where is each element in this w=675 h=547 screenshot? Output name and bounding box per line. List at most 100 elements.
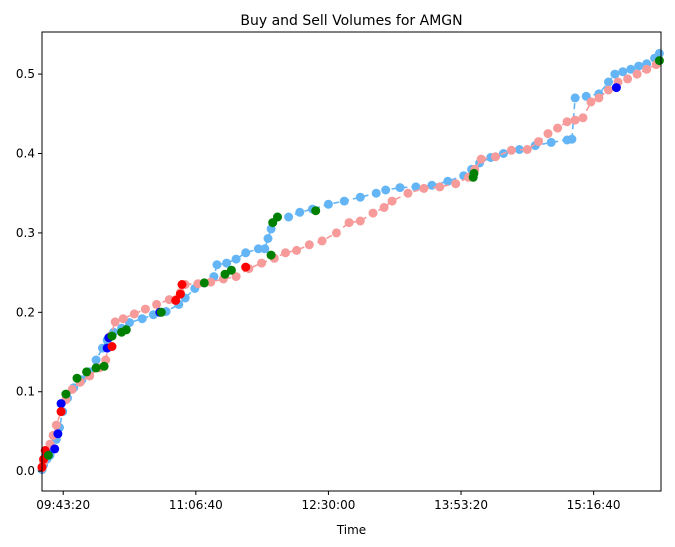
sell-volume-point bbox=[129, 309, 139, 319]
sell-markers-point bbox=[177, 280, 187, 289]
sell-volume-point bbox=[51, 420, 61, 430]
sell-volume-point bbox=[586, 97, 596, 107]
sell-volume-point bbox=[292, 245, 302, 255]
buy-volume-point bbox=[618, 67, 628, 77]
green-markers-point bbox=[226, 265, 236, 275]
buy-volume-point bbox=[355, 192, 365, 202]
green-markers-point bbox=[469, 168, 479, 178]
x-tick-label: 11:06:40 bbox=[169, 498, 223, 512]
sell-volume-point bbox=[623, 74, 633, 84]
sell-volume-point bbox=[604, 85, 613, 95]
buy-volume-point bbox=[137, 314, 147, 324]
sell-volume-point bbox=[570, 115, 580, 125]
buy-volume-point bbox=[222, 258, 232, 268]
sell-markers-point bbox=[175, 289, 185, 299]
buy-volume-series bbox=[37, 48, 664, 475]
green-markers-point bbox=[273, 212, 282, 222]
buy-volume-point bbox=[263, 234, 273, 243]
chart-title: Buy and Sell Volumes for AMGN bbox=[240, 13, 462, 29]
y-axis: 0.0 0.1 0.2 0.3 0.4 0.5 bbox=[16, 67, 42, 478]
sell-volume-point bbox=[344, 218, 354, 228]
sell-volume-point bbox=[281, 248, 290, 258]
green-markers-point bbox=[654, 56, 664, 66]
sell-volume-series bbox=[37, 60, 661, 473]
sell-volume-point bbox=[534, 137, 543, 147]
y-tick-label: 0.4 bbox=[16, 147, 35, 161]
green-markers-point bbox=[156, 307, 166, 317]
green-markers-point bbox=[91, 363, 101, 373]
sell-volume-point bbox=[491, 152, 500, 162]
sell-volume-point bbox=[476, 154, 486, 164]
buy-volume-point bbox=[231, 254, 241, 264]
sell-volume-point bbox=[317, 236, 327, 246]
sell-volume-point bbox=[355, 216, 365, 226]
sell-volume-point bbox=[403, 188, 413, 198]
green-markers-point bbox=[72, 373, 82, 383]
buy-volume-point bbox=[654, 48, 664, 58]
buy-volume-point bbox=[295, 207, 305, 217]
buy-volume-point bbox=[514, 145, 524, 154]
buy-volume-point bbox=[567, 134, 577, 144]
sell-markers-point bbox=[171, 295, 181, 305]
buy-volume-point bbox=[381, 185, 391, 195]
sell-volume-point bbox=[331, 228, 341, 238]
sell-volume-point bbox=[118, 314, 128, 324]
buy-markers-series bbox=[42, 83, 621, 459]
buy-volume-point bbox=[610, 69, 620, 79]
green-markers-point bbox=[121, 325, 131, 335]
sell-volume-point bbox=[522, 145, 532, 154]
x-tick-label: 12:30:00 bbox=[301, 498, 355, 512]
buy-markers-point bbox=[53, 429, 63, 439]
green-markers-point bbox=[311, 206, 321, 216]
sell-volume-point bbox=[451, 179, 461, 189]
green-markers-point bbox=[199, 278, 209, 288]
y-tick-label: 0.0 bbox=[16, 464, 35, 478]
buy-markers-point bbox=[56, 399, 66, 409]
y-tick-label: 0.2 bbox=[16, 305, 35, 319]
buy-volume-point bbox=[570, 93, 580, 103]
buy-volume-point bbox=[371, 188, 381, 198]
plot-frame bbox=[41, 31, 662, 492]
buy-volume-point bbox=[339, 196, 349, 206]
green-markers-series bbox=[43, 56, 664, 460]
x-tick-label: 15:16:40 bbox=[567, 498, 621, 512]
sell-volume-point bbox=[379, 203, 389, 212]
x-axis: 09:43:20 11:06:40 12:30:00 13:53:20 15:16:40 bbox=[36, 491, 621, 512]
sell-volume-point bbox=[368, 208, 378, 218]
buy-volume-point bbox=[323, 199, 333, 209]
sell-volume-point bbox=[419, 183, 429, 193]
sell-volume-point bbox=[594, 93, 604, 103]
sell-volume-point bbox=[562, 117, 572, 127]
buy-volume-point bbox=[253, 244, 263, 254]
sell-volume-point bbox=[543, 129, 553, 139]
green-markers-point bbox=[107, 331, 117, 341]
sell-volume-line bbox=[41, 63, 657, 469]
buy-markers-point bbox=[50, 444, 60, 454]
buy-volume-point bbox=[212, 260, 222, 270]
sell-volume-point bbox=[506, 145, 516, 155]
buy-volume-point bbox=[443, 176, 453, 186]
y-tick-label: 0.1 bbox=[16, 385, 35, 399]
sell-volume-point bbox=[387, 196, 397, 206]
buy-volume-point bbox=[546, 137, 556, 147]
buy-volume-point bbox=[411, 182, 421, 192]
plot-area bbox=[37, 48, 664, 475]
green-markers-point bbox=[266, 250, 276, 260]
sell-volume-point bbox=[152, 299, 162, 309]
buy-volume-point bbox=[260, 244, 270, 254]
sell-volume-point bbox=[67, 384, 77, 394]
y-tick-label: 0.5 bbox=[16, 67, 35, 81]
buy-volume-point bbox=[241, 248, 251, 258]
green-markers-point bbox=[82, 367, 92, 377]
sell-volume-point bbox=[110, 317, 120, 327]
sell-markers-series bbox=[37, 262, 251, 472]
green-markers-point bbox=[43, 450, 53, 460]
sell-volume-point bbox=[435, 182, 445, 192]
sell-volume-point bbox=[578, 113, 588, 123]
sell-volume-point bbox=[632, 69, 642, 79]
buy-markers-point bbox=[611, 83, 621, 93]
x-tick-label: 13:53:20 bbox=[434, 498, 488, 512]
buy-volume-point bbox=[626, 64, 636, 74]
sell-volume-point bbox=[642, 64, 652, 74]
